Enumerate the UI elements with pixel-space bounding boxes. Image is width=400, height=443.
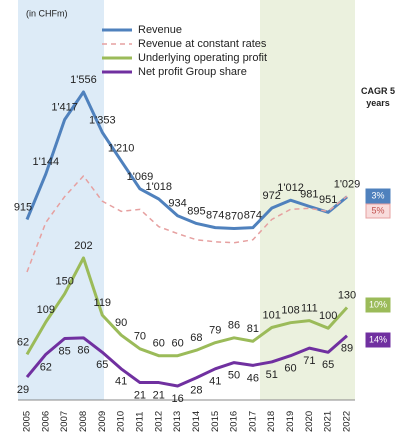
x-tick-label: 2013: [172, 411, 183, 432]
data-label: 874: [244, 210, 262, 222]
data-label: 895: [187, 205, 205, 217]
data-label: 119: [94, 297, 112, 309]
data-label: 71: [303, 355, 315, 367]
legend-label: Net profit Group share: [138, 66, 247, 78]
x-tick-label: 2009: [97, 411, 108, 432]
data-label: 85: [59, 345, 71, 357]
highlight-band: [18, 0, 104, 400]
x-tick-label: 2019: [285, 411, 296, 432]
cagr-box: [365, 297, 391, 313]
legend-label: Revenue: [138, 24, 182, 36]
data-label: 951: [319, 194, 337, 206]
cagr-label: 14%: [369, 334, 387, 344]
data-label: 915: [14, 201, 32, 213]
data-label: 981: [300, 188, 318, 200]
data-label: 1'069: [127, 171, 154, 183]
series-line: [25, 90, 348, 230]
cagr-box: [365, 332, 391, 348]
series-line: [25, 334, 348, 388]
data-label: 1'029: [334, 179, 361, 191]
data-label: 28: [190, 385, 202, 397]
data-label: 60: [153, 338, 165, 350]
x-tick-label: 2015: [210, 411, 221, 432]
data-label: 972: [263, 190, 281, 202]
data-label: 100: [319, 310, 337, 322]
x-tick-label: 2012: [153, 411, 164, 432]
cagr-label: 10%: [369, 299, 387, 309]
data-label: 21: [153, 389, 165, 401]
data-label: 51: [266, 369, 278, 381]
cagr-label: 3%: [371, 190, 384, 200]
x-tick-label: 2017: [247, 411, 258, 432]
x-tick-label: 2014: [191, 411, 202, 432]
data-label: 1'012: [277, 182, 304, 194]
data-label: 870: [225, 210, 243, 222]
chart-subtitle: (in CHFm): [26, 8, 68, 18]
cagr-box: [365, 203, 391, 219]
data-label: 86: [77, 345, 89, 357]
data-label: 1'018: [145, 181, 172, 193]
x-tick-label: 2005: [22, 411, 33, 432]
data-label: 108: [281, 305, 299, 317]
x-tick-label: 2022: [342, 411, 353, 432]
x-tick-label: 2021: [323, 411, 334, 432]
data-label: 65: [96, 359, 108, 371]
legend-label: Underlying operating profit: [138, 52, 267, 64]
data-label: 1'353: [89, 114, 116, 126]
data-label: 62: [40, 361, 52, 373]
data-label: 81: [247, 323, 259, 335]
data-label: 130: [338, 289, 356, 301]
data-label: 1'556: [70, 74, 97, 86]
data-label: 68: [190, 332, 202, 344]
data-label: 86: [228, 320, 240, 332]
data-label: 41: [209, 376, 221, 388]
data-label: 1'144: [33, 156, 60, 168]
data-label: 89: [341, 343, 353, 355]
data-label: 79: [209, 325, 221, 337]
x-tick-label: 2008: [78, 411, 89, 432]
cagr-title: CAGR 5 years: [361, 86, 395, 108]
legend-label: Revenue at constant rates: [138, 38, 267, 50]
data-label: 29: [17, 384, 29, 396]
data-label: 60: [284, 363, 296, 375]
data-label: 109: [37, 304, 55, 316]
data-label: 70: [134, 331, 146, 343]
data-label: 16: [171, 393, 183, 405]
data-label: 62: [17, 336, 29, 348]
data-label: 41: [115, 376, 127, 388]
series-line: [25, 256, 349, 358]
data-label: 202: [74, 240, 92, 252]
x-tick-label: 2011: [134, 412, 145, 432]
x-tick-label: 2006: [40, 411, 51, 432]
x-tick-label: 2020: [304, 411, 315, 432]
data-label: 874: [206, 210, 224, 222]
data-label: 90: [115, 317, 127, 329]
highlight-band: [260, 0, 355, 400]
data-label: 111: [301, 303, 318, 315]
data-label: 1'210: [108, 143, 135, 155]
data-label: 50: [228, 370, 240, 382]
data-label: 46: [247, 372, 259, 384]
data-label: 65: [322, 359, 334, 371]
x-tick-label: 2007: [59, 411, 70, 432]
data-label: 101: [263, 309, 281, 321]
data-label: 1'417: [51, 102, 78, 114]
data-label: 934: [168, 198, 186, 210]
cagr-label: 5%: [371, 205, 384, 215]
cagr-box: [365, 188, 391, 204]
x-tick-label: 2010: [116, 411, 127, 432]
data-label: 21: [134, 389, 146, 401]
x-tick-label: 2018: [266, 411, 277, 432]
data-label: 150: [55, 276, 73, 288]
series-line: [26, 175, 348, 273]
x-tick-label: 2016: [229, 411, 240, 432]
data-label: 60: [171, 338, 183, 350]
